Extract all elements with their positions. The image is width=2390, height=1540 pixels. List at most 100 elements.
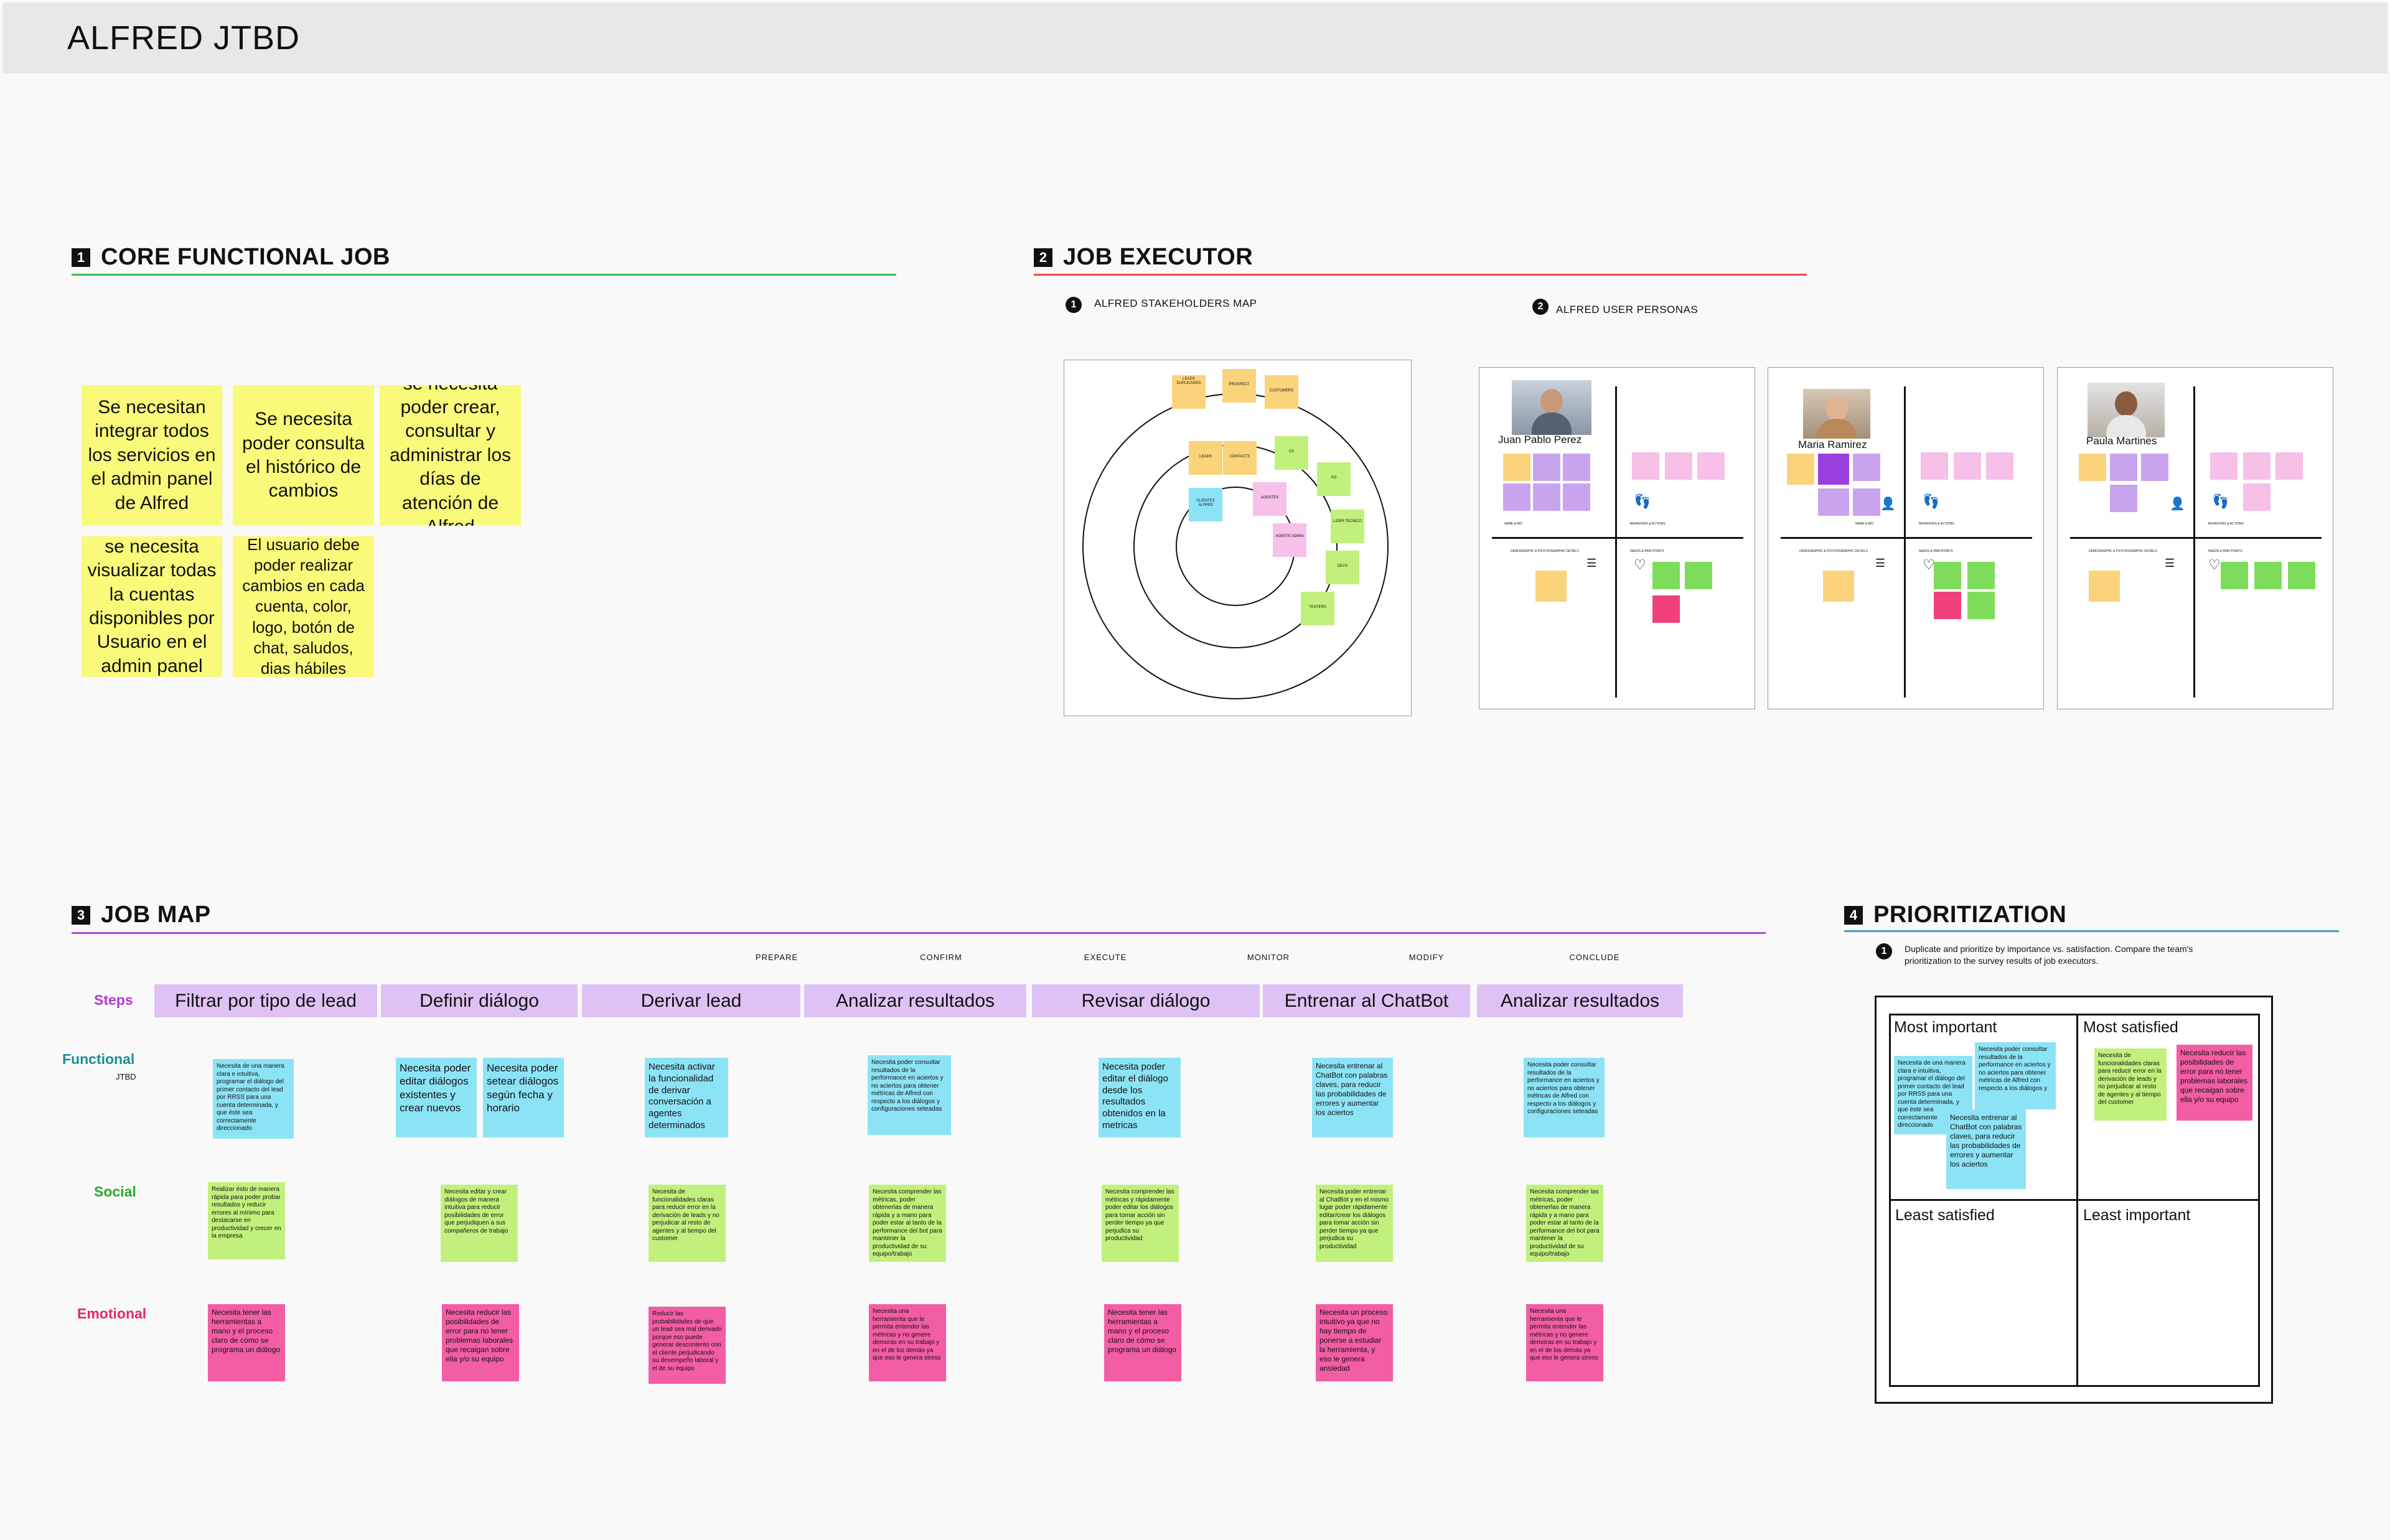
priority-sticky[interactable]: Necesita entrenar al ChatBot con palabra…: [1946, 1109, 2026, 1189]
functional-sticky[interactable]: Necesita de una manera clara e intuitiva…: [213, 1059, 294, 1139]
stakeholder-sticky[interactable]: CLIENTES ALFRED: [1189, 488, 1222, 521]
phase-label: EXECUTE: [1084, 953, 1127, 962]
persona-card[interactable]: Juan Pablo Perez 👣 BEHAVIORS & ACTIONS N…: [1479, 367, 1755, 709]
stakeholders-map-frame[interactable]: LEADS DUPLICADOS PROSPECT CUSTOMERS PO L…: [1064, 360, 1412, 716]
persona-name: Paula Martines: [2086, 435, 2157, 447]
stakeholder-sticky[interactable]: AGENTES: [1253, 482, 1286, 516]
stakeholder-sticky[interactable]: AGENTE ADMIN: [1273, 523, 1306, 557]
footsteps-icon: 👣: [1634, 493, 1651, 509]
core-sticky[interactable]: se necesita poder crear, consultar y adm…: [380, 385, 521, 526]
section-title-jobmap: JOB MAP: [101, 902, 211, 928]
core-sticky[interactable]: Se necesita poder consulta el histórico …: [233, 385, 374, 526]
board-header: [2, 2, 2388, 73]
section-number: 3: [72, 906, 90, 925]
emotional-sticky[interactable]: Necesita tener las herramientas a mano y…: [1104, 1304, 1181, 1381]
phase-label: CONFIRM: [920, 953, 962, 962]
section-title-prioritization: PRIORITIZATION: [1873, 902, 2067, 928]
checklist-icon: ☰: [2165, 557, 2175, 569]
functional-row-sublabel: JTBD: [116, 1072, 136, 1081]
social-sticky[interactable]: Necesita comprender las métricas, poder …: [869, 1185, 946, 1262]
stakeholder-sticky[interactable]: LEADS: [1189, 441, 1222, 475]
core-sticky[interactable]: El usuario debe poder realizar cambios e…: [233, 536, 374, 677]
emotional-row-label: Emotional: [77, 1305, 147, 1322]
functional-sticky[interactable]: Necesita entrenar al ChatBot con palabra…: [1312, 1058, 1393, 1137]
step-box[interactable]: Filtrar por tipo de lead: [154, 984, 377, 1017]
stakeholder-sticky[interactable]: TESTERS: [1301, 592, 1334, 625]
step-box[interactable]: Revisar diálogo: [1032, 984, 1260, 1017]
phase-label: MODIFY: [1408, 953, 1445, 962]
section-underline: [72, 274, 896, 276]
checklist-icon: ☰: [1586, 557, 1597, 569]
step-box[interactable]: Derivar lead: [582, 984, 800, 1017]
social-sticky[interactable]: Necesita comprender las métricas y rápid…: [1102, 1185, 1179, 1262]
core-sticky[interactable]: se necesita visualizar todas la cuentas …: [82, 536, 222, 677]
priority-sticky[interactable]: Necesita de funcionalidades claras para …: [2094, 1048, 2167, 1121]
stakeholder-sticky[interactable]: PO: [1317, 462, 1351, 496]
section-title-executor: JOB EXECUTOR: [1063, 244, 1254, 270]
step-box[interactable]: Definir diálogo: [381, 984, 578, 1017]
heart-icon: ♡: [1634, 557, 1646, 572]
section-title-core: CORE FUNCTIONAL JOB: [101, 244, 390, 270]
step-box[interactable]: Analizar resultados: [804, 984, 1026, 1017]
social-sticky[interactable]: Necesita de funcionalidades claras para …: [649, 1185, 726, 1262]
person-icon: 👤: [2170, 497, 2185, 511]
quadrant-least-important: Least important: [2083, 1206, 2191, 1224]
social-sticky[interactable]: Necesita poder entrenar al ChatBot y en …: [1316, 1185, 1393, 1262]
checklist-icon: ☰: [1875, 557, 1886, 569]
emotional-sticky[interactable]: Reducir las probabilidades de que un lea…: [649, 1307, 726, 1384]
step-box[interactable]: Analizar resultados: [1477, 984, 1683, 1017]
core-sticky[interactable]: Se necesitan integrar todos los servicio…: [82, 385, 222, 526]
stakeholder-sticky[interactable]: CUSTOMERS: [1265, 375, 1298, 409]
person-icon: 👤: [1880, 497, 1896, 511]
social-sticky[interactable]: Necesita editar y crear diálogos de mane…: [441, 1185, 518, 1262]
functional-sticky[interactable]: Necesita poder consultar resultados de l…: [1524, 1058, 1605, 1137]
emotional-sticky[interactable]: Necesita reducir las posibilidades de er…: [442, 1304, 519, 1381]
emotional-sticky[interactable]: Necesita tener las herramientas a mano y…: [208, 1304, 285, 1381]
functional-sticky[interactable]: Necesita poder editar el diálogo desde l…: [1099, 1058, 1181, 1137]
phase-label: PREPARE: [755, 953, 799, 962]
quadrant-least-satisfied: Least satisfied: [1895, 1206, 1995, 1224]
emotional-sticky[interactable]: Necesita una herramienta que le permita …: [869, 1304, 946, 1381]
functional-row-label: Functional: [62, 1051, 135, 1067]
functional-sticky[interactable]: Necesita poder setear diálogos según fec…: [483, 1058, 564, 1137]
subsection-number: 1: [1066, 297, 1082, 313]
board-title: ALFRED JTBD: [67, 19, 301, 57]
stakeholder-sticky[interactable]: CS: [1275, 436, 1308, 470]
step-box[interactable]: Entrenar al ChatBot: [1263, 984, 1470, 1017]
social-sticky[interactable]: Realizar ésto de manera rápida para pode…: [208, 1182, 285, 1259]
priority-sticky[interactable]: Necesita reducir las posibilidades de er…: [2177, 1045, 2252, 1121]
functional-sticky[interactable]: Necesita poder consultar resultados de l…: [868, 1055, 951, 1135]
persona-card[interactable]: Paula Martines 👤 👣 BEHAVIORS & ACTIONS D…: [2057, 367, 2333, 709]
footsteps-icon: 👣: [1923, 493, 1940, 509]
section-underline: [1034, 274, 1807, 276]
persona-card[interactable]: Maria Ramirez 👤 👣 NAME & BIO BEHAVIORS &…: [1768, 367, 2044, 709]
prioritization-instruction: Duplicate and prioritize by importance v…: [1905, 944, 2193, 966]
stakeholders-map-label: ALFRED STAKEHOLDERS MAP: [1094, 297, 1257, 309]
section-number: 4: [1844, 906, 1863, 925]
persona-name: Maria Ramirez: [1798, 439, 1867, 450]
user-personas-label: ALFRED USER PERSONAS: [1556, 304, 1699, 315]
heart-icon: ♡: [1923, 557, 1935, 572]
heart-icon: ♡: [2208, 557, 2221, 572]
emotional-sticky[interactable]: Necesita una herramienta que le permita …: [1526, 1304, 1603, 1381]
functional-sticky[interactable]: Necesita activar la funcionalidad de der…: [645, 1058, 728, 1137]
section-underline: [72, 932, 1766, 934]
stakeholder-sticky[interactable]: LEADS DUPLICADOS: [1172, 375, 1206, 409]
stakeholder-sticky[interactable]: PROSPECT: [1222, 369, 1256, 403]
section-underline: [1844, 930, 2339, 932]
persona-photo: [1512, 380, 1591, 435]
priority-sticky[interactable]: Necesita poder consultar resultados de l…: [1975, 1042, 2056, 1109]
persona-photo: [1803, 389, 1870, 439]
social-sticky[interactable]: Necesita comprender las métricas, poder …: [1526, 1185, 1603, 1262]
stakeholder-sticky[interactable]: DEVS: [1326, 551, 1359, 584]
quadrant-most-satisfied: Most satisfied: [2083, 1019, 2178, 1036]
subsection-number: 1: [1876, 943, 1892, 959]
stakeholder-sticky[interactable]: CONTACTS: [1223, 441, 1257, 475]
stakeholder-sticky[interactable]: LIDER TECNICO: [1331, 510, 1364, 543]
prioritization-matrix[interactable]: Most important Most satisfied Least sati…: [1875, 996, 2273, 1404]
emotional-sticky[interactable]: Necesita un proceso intuitivo ya que no …: [1316, 1304, 1393, 1381]
functional-sticky[interactable]: Necesita poder editar diálogos existente…: [396, 1058, 477, 1137]
priority-sticky[interactable]: Necesita de una manera clara e intuitiva…: [1894, 1056, 1972, 1134]
persona-name: Juan Pablo Perez: [1498, 434, 1582, 446]
social-row-label: Social: [94, 1183, 136, 1200]
